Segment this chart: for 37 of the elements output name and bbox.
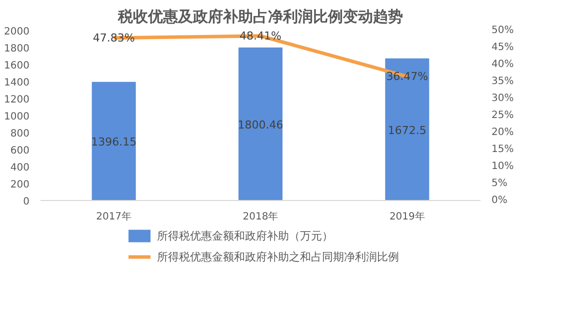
y-tick-label: 1600: [4, 60, 30, 72]
y2-tick-label: 0%: [492, 195, 508, 206]
bar: [92, 82, 136, 200]
y2-tick-label: 35%: [492, 76, 514, 87]
data-label: 36.47%: [386, 70, 428, 83]
y2-tick-label: 50%: [492, 25, 514, 36]
legend-label: 所得税优惠金额和政府补助（万元）: [157, 230, 334, 242]
y-tick-label: 800: [10, 128, 30, 140]
y2-tick-label: 45%: [492, 42, 514, 53]
y2-tick-label: 20%: [492, 127, 514, 138]
x-tick-label: 2017年: [96, 210, 132, 222]
y-tick-label: 200: [10, 180, 30, 190]
y2-tick-label: 15%: [492, 144, 514, 155]
y2-tick-label: 5%: [492, 178, 508, 189]
y2-tick-label: 40%: [492, 59, 514, 70]
y2-tick-label: 25%: [492, 110, 514, 121]
data-label: 1800.46: [238, 118, 284, 132]
y-tick-label: 1200: [4, 94, 30, 106]
y2-tick-label: 10%: [492, 161, 514, 172]
x-tick-label: 2018年: [242, 210, 278, 222]
x-tick-label: 2019年: [389, 210, 425, 222]
y-tick-label: 600: [10, 146, 30, 156]
y-tick-label: 1800: [4, 44, 30, 54]
y-tick-label: 400: [10, 162, 30, 174]
data-label: 1396.15: [91, 136, 137, 149]
y-tick-label: 1000: [4, 112, 30, 122]
y-tick-label: 1400: [4, 78, 30, 88]
bar: [385, 58, 430, 200]
y-tick-label: 0: [23, 196, 30, 208]
legend-label: 所得税优惠金额和政府补助之和占同期净利润比例: [157, 250, 400, 264]
chart-title: 税收优惠及政府补助占净利润比例变动趋势: [117, 8, 403, 26]
data-label: 48.41%: [240, 29, 282, 42]
bar: [238, 47, 282, 200]
y-tick-label: 2000: [4, 26, 30, 38]
y2-tick-label: 30%: [492, 93, 514, 104]
data-label: 1672.5: [388, 124, 426, 137]
data-label: 47.83%: [92, 31, 135, 44]
